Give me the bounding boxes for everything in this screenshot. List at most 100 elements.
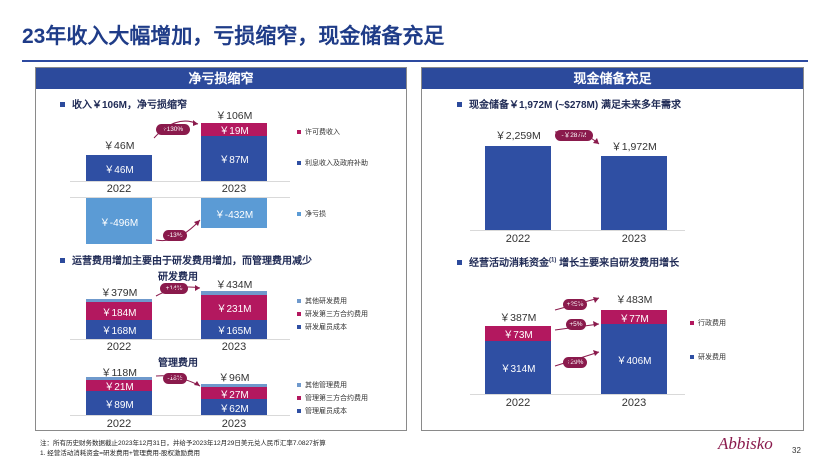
cash-change-pill: -￥287M (555, 130, 593, 141)
legend-burn-admin-text: 行政费用 (698, 320, 726, 327)
legend-swatch (297, 409, 301, 413)
burn-2023-admin-bar: ￥77M (601, 310, 667, 325)
legend-rd-third: 研发第三方合约费用 (297, 309, 368, 319)
footnote-1: 注：所有历史财务数据截止2023年12月31日，并给予2023年12月29日美元… (40, 440, 326, 447)
legend-ga-third: 管理第三方合约费用 (297, 393, 368, 403)
rd-2022-third-bar: ￥184M (86, 302, 152, 320)
netloss-change-arrow (155, 219, 201, 242)
legend-burn-rd: 研发费用 (690, 352, 726, 362)
rd-2022-other-bar (86, 299, 152, 302)
legend-rd-third-text: 研发第三方合约费用 (305, 311, 368, 318)
netloss-2023-bar: ￥-432M (201, 198, 267, 228)
burn-growth-rd-arrow (554, 350, 600, 367)
revenue-2023-interest-bar: ￥87M (201, 136, 267, 181)
ga-2023-staff-bar: ￥62M (201, 399, 267, 415)
netloss-baseline (70, 197, 290, 198)
ga-change-pill: -18% (163, 373, 187, 384)
rd-2023-staff-bar: ￥165M (201, 320, 267, 339)
right-panel-header: 现金储备充足 (422, 68, 803, 89)
rd-year-2022: 2022 (106, 341, 132, 353)
cash-change-arrow (554, 130, 600, 145)
ga-2022-other-bar (86, 377, 152, 380)
bullet-square-icon (457, 259, 462, 265)
burn-baseline (470, 394, 685, 395)
burn-2023-rd-bar: ￥406M (601, 324, 667, 394)
legend-burn-admin: 行政费用 (690, 318, 726, 328)
revenue-2022-bar: ￥46M (86, 155, 152, 181)
legend-swatch (297, 396, 301, 400)
legend-burn-rd-text: 研发费用 (698, 354, 726, 361)
revenue-2022-total: ￥46M (103, 140, 135, 152)
cash-2022-bar (485, 146, 551, 230)
ga-2023-third-bar: ￥27M (201, 387, 267, 401)
cash-2023-bar (601, 156, 667, 230)
cash-year-2022: 2022 (505, 233, 531, 245)
bullet-square-icon (457, 101, 462, 107)
rd-2023-total: ￥434M (215, 279, 253, 291)
legend-ga-staff: 管理雇员成本 (297, 406, 347, 416)
legend-swatch (297, 212, 301, 216)
rd-2022-staff-bar: ￥168M (86, 320, 152, 339)
burn-growth-rd-pill: +29% (563, 357, 587, 368)
legend-swatch (297, 161, 301, 165)
legend-swatch (690, 321, 694, 325)
legend-swatch (297, 130, 301, 134)
legend-rd-staff-text: 研发雇员成本 (305, 324, 347, 331)
ga-2023-total: ￥96M (218, 372, 250, 384)
bullet-square-icon (60, 257, 65, 263)
ga-2023-other-bar (201, 384, 267, 387)
ga-year-2022: 2022 (106, 418, 132, 430)
rd-year-2023: 2023 (221, 341, 247, 353)
rd-baseline (70, 339, 290, 340)
revenue-year-2023: 2023 (221, 183, 247, 195)
page-number: 32 (792, 446, 801, 455)
revenue-baseline (70, 181, 290, 182)
legend-swatch (690, 355, 694, 359)
legend-netloss: 净亏损 (297, 209, 326, 219)
opex-bullet: 运营费用增加主要由于研发费用增加，而管理费用减少 (60, 252, 312, 267)
burn-year-2023: 2023 (621, 397, 647, 409)
legend-swatch (297, 312, 301, 316)
footnote-2: 1. 经营活动消耗资金=研发费用+管理费用-股权激励费用 (40, 450, 200, 457)
revenue-bullet: 收入￥106M，净亏损缩窄 (60, 96, 187, 111)
revenue-2023-total: ￥106M (215, 110, 253, 122)
rd-2022-total: ￥379M (100, 287, 138, 299)
legend-rd-other: 其他研发费用 (297, 296, 347, 306)
ga-baseline (70, 415, 290, 416)
legend-rd-other-text: 其他研发费用 (305, 298, 347, 305)
ga-2022-third-bar: ￥21M (86, 380, 152, 393)
ga-chart-label: 管理费用 (158, 358, 198, 369)
burn-growth-total-arrow (554, 297, 600, 311)
legend-swatch (297, 299, 301, 303)
burn-bullet: 经营活动消耗资金(1) 增长主要来自研发费用增长 (457, 254, 679, 269)
revenue-growth-arrow (153, 120, 199, 139)
legend-ga-staff-text: 管理雇员成本 (305, 408, 347, 415)
legend-interest-text: 利息收入及政府补助 (305, 160, 368, 167)
burn-2022-total: ￥387M (499, 312, 537, 324)
legend-licensing: 许可费收入 (297, 127, 340, 137)
legend-interest: 利息收入及政府补助 (297, 158, 368, 168)
rd-2023-third-bar: ￥231M (201, 295, 267, 320)
revenue-bullet-text: 收入￥106M，净亏损缩窄 (72, 100, 188, 111)
left-panel-header: 净亏损缩窄 (36, 68, 406, 89)
legend-licensing-text: 许可费收入 (305, 129, 340, 136)
burn-bullet-footnote-ref: (1) (549, 257, 557, 264)
burn-bullet-text: 经营活动消耗资金 (469, 258, 549, 269)
revenue-year-2022: 2022 (106, 183, 132, 195)
legend-netloss-text: 净亏损 (305, 211, 326, 218)
legend-rd-staff: 研发雇员成本 (297, 322, 347, 332)
legend-swatch (297, 383, 301, 387)
ga-change-arrow (155, 375, 201, 387)
cash-baseline (470, 230, 685, 231)
legend-ga-third-text: 管理第三方合约费用 (305, 395, 368, 402)
cash-2022-value: ￥2,259M (495, 130, 541, 142)
cash-bullet: 现金储备￥1,972M (~$278M) 满足未来多年需求 (457, 96, 681, 111)
title-divider (22, 60, 808, 62)
opex-bullet-text: 运营费用增加主要由于研发费用增加，而管理费用减少 (72, 256, 312, 267)
burn-year-2022: 2022 (505, 397, 531, 409)
ga-2022-staff-bar: ￥89M (86, 391, 152, 415)
rd-2023-other-bar (201, 291, 267, 295)
burn-2023-total: ￥483M (615, 294, 653, 306)
legend-swatch (297, 325, 301, 329)
cash-year-2023: 2023 (621, 233, 647, 245)
